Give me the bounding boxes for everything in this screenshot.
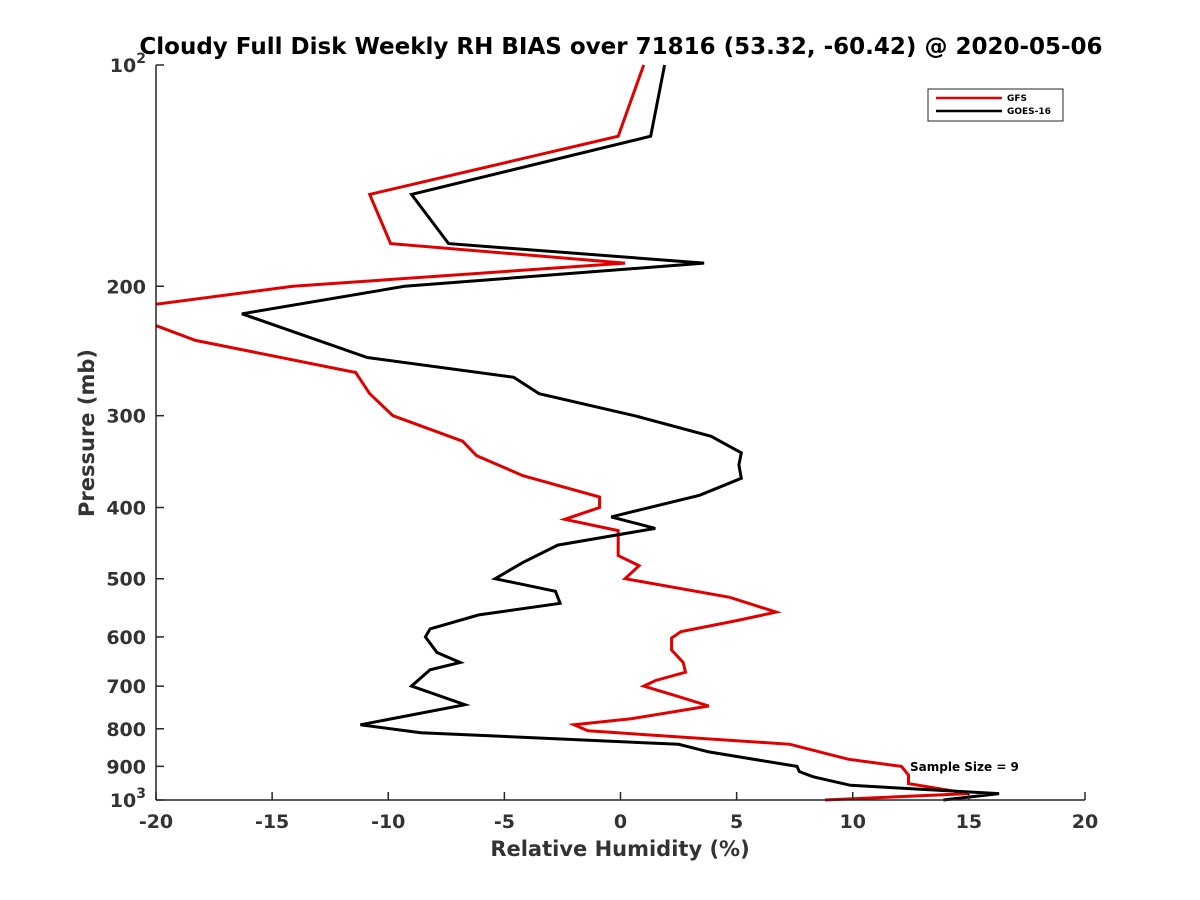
- x-tick-label: 10: [840, 811, 866, 833]
- y-tick-label: 900: [106, 756, 146, 778]
- legend-box: [927, 88, 1064, 122]
- sample-size-annotation: Sample Size = 9: [910, 760, 1019, 774]
- chart-title: Cloudy Full Disk Weekly RH BIAS over 718…: [139, 34, 1102, 60]
- y-tick-label: 300: [106, 406, 146, 428]
- y-tick-label: 700: [106, 676, 146, 698]
- y-tick-label: 800: [106, 719, 146, 741]
- y-tick-label: 400: [106, 498, 146, 520]
- legend-label-goes16: GOES-16: [1007, 107, 1051, 117]
- y-tick-label: 102: [110, 51, 146, 77]
- y-tick-label: 600: [106, 627, 146, 649]
- series-line-goes16: [241, 64, 1000, 802]
- x-tick-label: 20: [1072, 811, 1098, 833]
- y-ticks: 102 200 300 400 500 600 700 800 900 103: [106, 51, 164, 812]
- y-tick-label: 200: [106, 276, 146, 298]
- x-tick-label: -10: [371, 811, 405, 833]
- plot-lines: [156, 64, 1000, 802]
- series-line-gfs: [156, 64, 970, 802]
- x-axis-label: Relative Humidity (%): [490, 837, 749, 861]
- legend-label-gfs: GFS: [1007, 94, 1027, 104]
- plot-area-frame: [156, 65, 1085, 800]
- x-tick-label: -15: [255, 811, 289, 833]
- y-tick-label: 500: [106, 569, 146, 591]
- x-tick-label: 0: [614, 811, 627, 833]
- x-tick-label: -20: [139, 811, 173, 833]
- x-tick-label: -5: [494, 811, 515, 833]
- x-tick-label: 5: [730, 811, 743, 833]
- legend: GFS GOES-16: [927, 88, 1064, 122]
- x-tick-label: 15: [956, 811, 982, 833]
- y-tick-label: 103: [110, 786, 146, 812]
- x-ticks: -20 -15 -10 -5 0 5 10 15 20: [139, 792, 1098, 833]
- y-axis-label: Pressure (mb): [75, 349, 99, 517]
